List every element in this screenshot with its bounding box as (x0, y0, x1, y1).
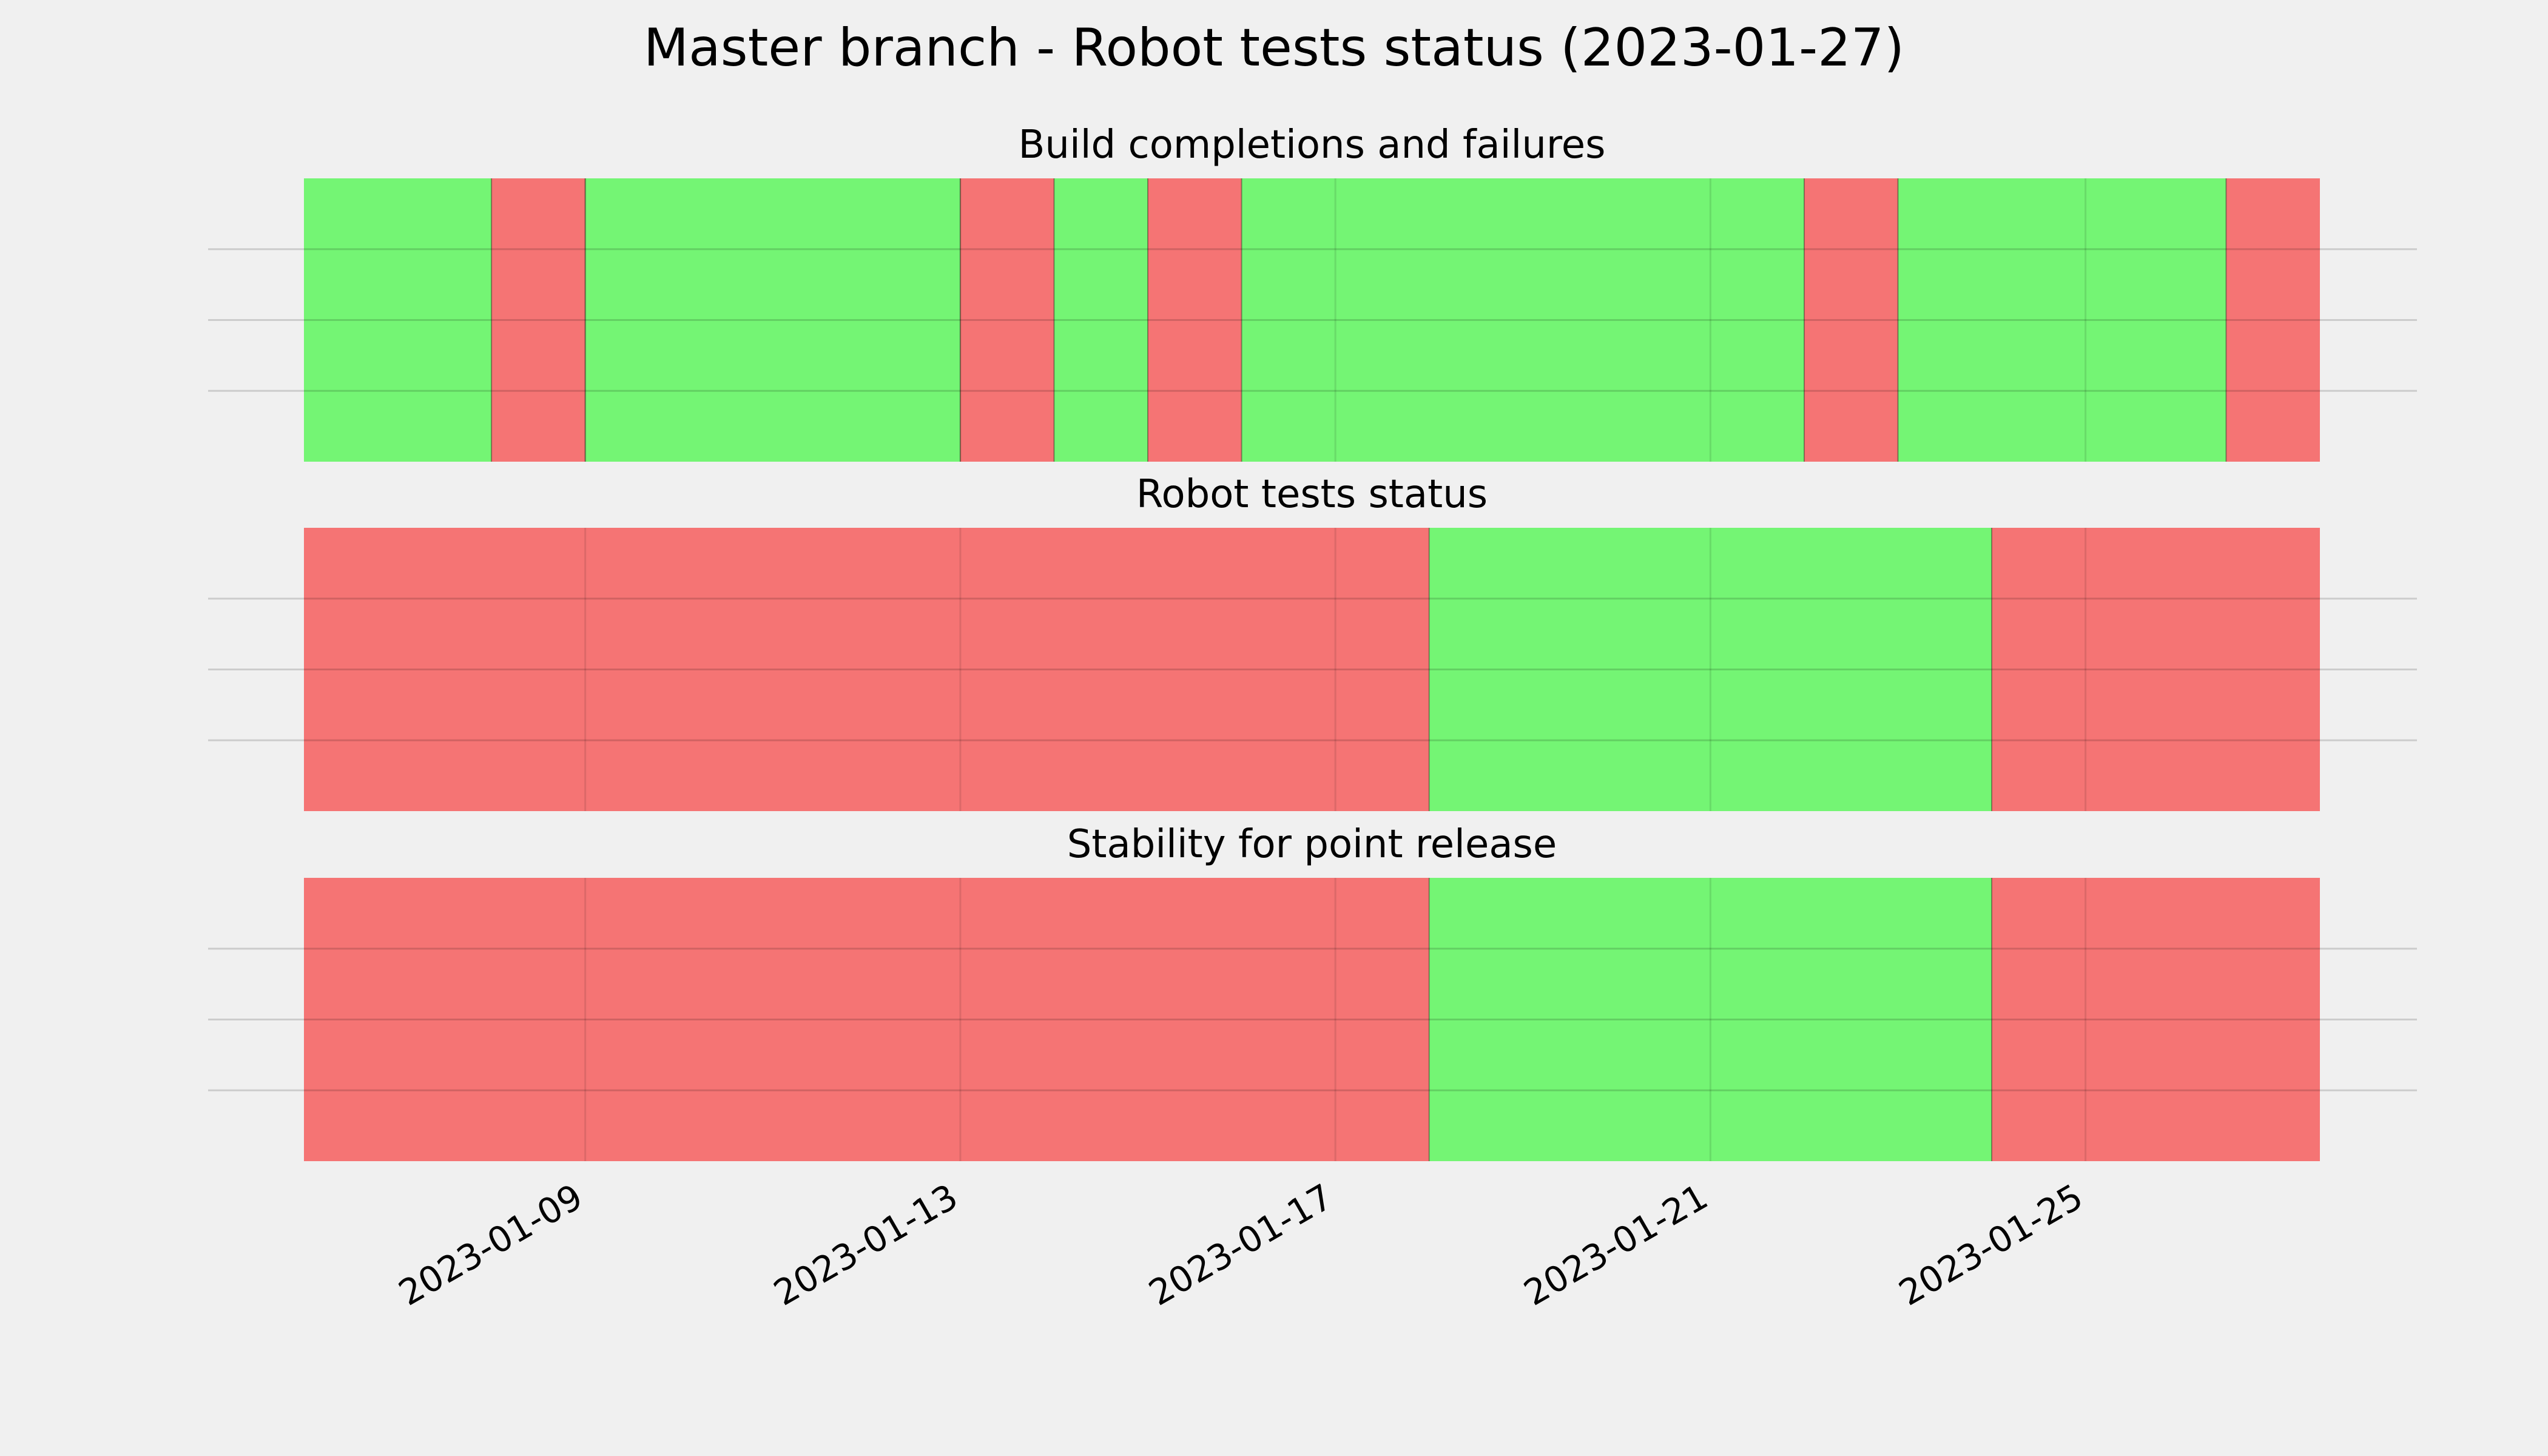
x-tick-label: 2023-01-21 (1517, 1176, 1714, 1313)
status-segment-fail (1992, 878, 2320, 1161)
status-panel: Stability for point release (208, 822, 2417, 1161)
x-axis: 2023-01-09 2023-01-13 2023-01-17 2023-01-21… (392, 1176, 2090, 1313)
panel-title: Stability for point release (1067, 822, 1557, 867)
status-segment-fail (1992, 528, 2320, 811)
x-tick-label: 2023-01-09 (392, 1176, 590, 1313)
status-segment-pass (1898, 178, 2226, 462)
status-segment-fail (304, 528, 1429, 811)
x-tick-label: 2023-01-25 (1892, 1176, 2090, 1313)
chart-title: Master branch - Robot tests status (2023… (644, 18, 1904, 78)
status-segment-pass (1429, 528, 1992, 811)
status-segment-fail (1148, 178, 1242, 462)
x-tick-label: 2023-01-13 (767, 1176, 965, 1313)
panel-title: Build completions and failures (1019, 123, 1606, 167)
status-segment-pass (1429, 878, 1992, 1161)
chart-panels: Build completions and failures Robot test… (208, 123, 2417, 1161)
status-panel: Build completions and failures (208, 123, 2417, 462)
status-segment-pass (304, 178, 492, 462)
status-segment-pass (585, 178, 960, 462)
status-segment-pass (1054, 178, 1148, 462)
status-panel: Robot tests status (208, 472, 2417, 811)
status-segment-pass (1241, 178, 1804, 462)
panel-title: Robot tests status (1136, 472, 1488, 517)
status-segment-fail (1804, 178, 1898, 462)
status-segment-fail (304, 878, 1429, 1161)
x-tick-label: 2023-01-17 (1142, 1176, 1340, 1313)
status-segment-fail (960, 178, 1054, 462)
status-segment-fail (491, 178, 585, 462)
status-segment-fail (2226, 178, 2320, 462)
